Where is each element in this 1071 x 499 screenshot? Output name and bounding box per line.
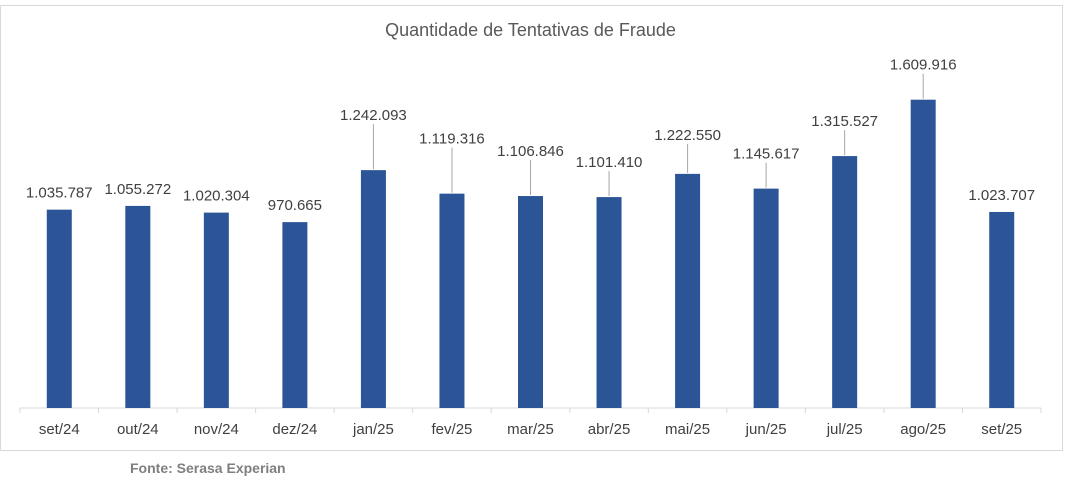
x-tick-label: set/24	[39, 421, 80, 438]
bar-fev/25	[439, 193, 465, 408]
bar-jun/25	[753, 188, 779, 408]
chart-title: Quantidade de Tentativas de Fraude	[385, 20, 676, 40]
bar-dez/24	[282, 222, 308, 408]
data-label: 1.609.916	[890, 57, 957, 74]
bar-abr/25	[596, 197, 622, 408]
data-label: 1.023.707	[968, 187, 1035, 204]
data-label: 1.222.550	[654, 127, 721, 144]
x-tick-label: jan/25	[352, 421, 394, 438]
data-label: 1.020.304	[183, 188, 250, 205]
data-label: 1.106.846	[497, 143, 564, 160]
x-tick-label: nov/24	[194, 421, 239, 438]
x-tick-label: jun/25	[745, 421, 787, 438]
x-tick-label: set/25	[981, 421, 1022, 438]
data-label: 1.315.527	[811, 113, 878, 130]
bar-jan/25	[360, 170, 386, 408]
x-tick-label: mar/25	[507, 421, 554, 438]
x-tick-label: fev/25	[432, 421, 473, 438]
data-label: 970.665	[268, 197, 322, 214]
data-label: 1.035.787	[26, 185, 93, 202]
bar-set/24	[46, 209, 72, 408]
data-label: 1.145.617	[733, 146, 800, 163]
data-label: 1.242.093	[340, 107, 407, 124]
bar-jul/25	[832, 156, 858, 408]
x-tick-label: abr/25	[588, 421, 631, 438]
x-tick-label: out/24	[117, 421, 159, 438]
bar-mar/25	[518, 196, 543, 408]
x-tick-label: jul/25	[826, 421, 863, 438]
bar-mai/25	[675, 173, 701, 408]
x-tick-label: dez/24	[272, 421, 317, 438]
x-tick-label: ago/25	[900, 421, 946, 438]
data-label: 1.101.410	[576, 154, 643, 171]
bar-ago/25	[910, 99, 936, 409]
data-label: 1.119.316	[419, 131, 485, 148]
data-label: 1.055.272	[104, 181, 171, 198]
bar-nov/24	[203, 212, 229, 408]
source-note: Fonte: Serasa Experian	[130, 460, 286, 476]
x-tick-label: mai/25	[665, 421, 710, 438]
bar-out/24	[125, 205, 151, 408]
bar-set/25	[989, 211, 1015, 408]
